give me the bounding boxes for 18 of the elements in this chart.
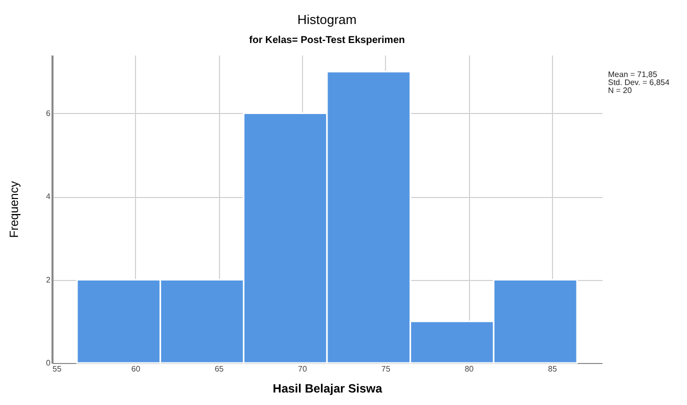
y-tick-label: 2 (46, 275, 52, 284)
x-axis-title: Hasil Belajar Siswa (272, 382, 383, 396)
text: Std. Dev. = 6,854 (608, 78, 670, 87)
y-tick-label: 4 (46, 192, 52, 202)
y-axis-title: Frequency (7, 181, 22, 238)
text: N = 20 (608, 86, 633, 95)
text: Mean = 71,85 (608, 70, 658, 79)
x-tick-label: 60 (131, 364, 141, 374)
y-tick-label: 6 (46, 108, 52, 118)
chart-subtitle: for Kelas= Post-Test Eksperimen (249, 35, 405, 46)
chart-title: Histogram (297, 12, 357, 27)
x-tick-label: 70 (298, 364, 308, 374)
y-tick-label: 0 (46, 358, 52, 368)
x-tick-label: 65 (214, 364, 224, 374)
x-tick-label: 55 (52, 364, 62, 374)
x-tick-label: 85 (548, 364, 558, 374)
x-tick-label: 80 (464, 364, 474, 374)
x-tick-label: 75 (381, 364, 391, 374)
